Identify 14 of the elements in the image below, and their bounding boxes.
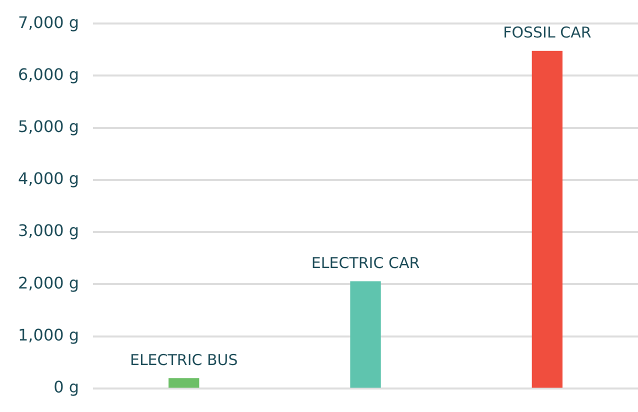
bar [168, 378, 200, 388]
y-tick-label: 4,000 g [18, 169, 80, 188]
y-tick-label: 0 g [54, 378, 80, 397]
y-tick-label: 5,000 g [18, 116, 80, 136]
bar [532, 50, 563, 388]
y-tick-label: 3,000 g [18, 221, 80, 240]
x-tick-label: FOSSIL CAR [503, 24, 592, 42]
bar [350, 281, 381, 388]
x-tick-label: ELECTRIC CAR [311, 254, 420, 272]
y-tick-label: 1,000 g [18, 325, 80, 344]
x-tick-label: ELECTRIC BUS [130, 350, 238, 369]
y-tick-label: 7,000 g [18, 12, 80, 32]
y-tick-label: 6,000 g [18, 64, 80, 84]
y-tick-label: 2,000 g [18, 273, 80, 292]
